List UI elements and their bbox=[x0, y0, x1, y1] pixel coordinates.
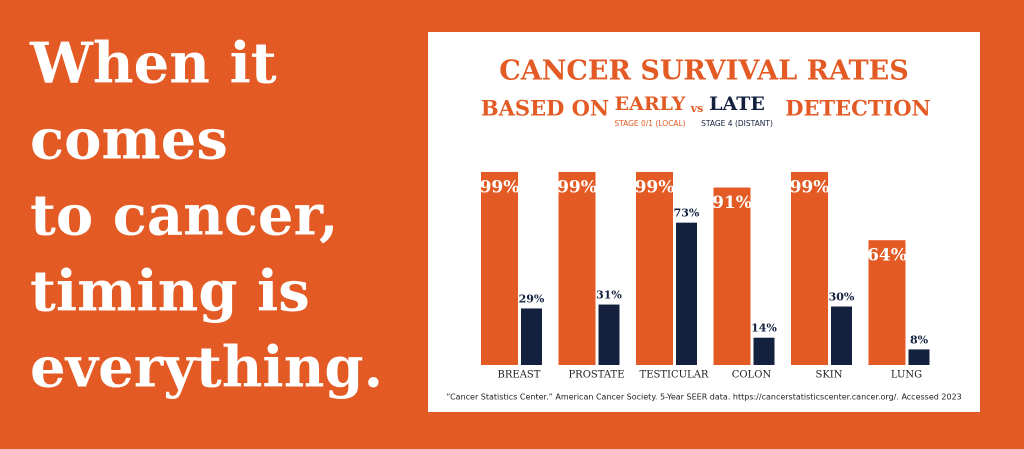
bar bbox=[598, 304, 620, 365]
data-label: 99% bbox=[557, 177, 597, 197]
bar bbox=[521, 308, 542, 365]
chart-title: CANCER SURVIVAL RATES bbox=[499, 56, 908, 87]
x-tick-label: PROSTATE bbox=[568, 370, 624, 381]
bar bbox=[831, 306, 852, 365]
x-tick-label: LUNG bbox=[891, 370, 922, 381]
data-label: 14% bbox=[751, 322, 777, 335]
headline-line: everything. bbox=[30, 335, 383, 401]
headline-line: When it bbox=[29, 31, 277, 97]
subtitle: DETECTION bbox=[785, 96, 931, 121]
bar bbox=[558, 171, 596, 365]
legend-label: EARLY bbox=[615, 93, 686, 115]
data-label: 99% bbox=[790, 177, 830, 197]
data-label: 73% bbox=[674, 207, 700, 220]
subtitle: BASED ON bbox=[481, 96, 609, 121]
headline-line: comes bbox=[30, 107, 228, 173]
headline-line: timing is bbox=[30, 259, 310, 325]
x-tick-label: BREAST bbox=[498, 370, 541, 381]
data-label: 8% bbox=[910, 333, 929, 346]
data-label: 99% bbox=[480, 177, 520, 197]
subtitle-joiner: vs bbox=[690, 102, 704, 115]
x-tick-label: SKIN bbox=[815, 370, 842, 381]
bar bbox=[753, 337, 775, 365]
x-tick-label: TESTICULAR bbox=[640, 370, 709, 381]
headline-line: to cancer, bbox=[30, 183, 338, 249]
data-label: 64% bbox=[867, 246, 907, 266]
legend-label: LATE bbox=[709, 93, 765, 115]
source-note: “Cancer Statistics Center.” American Can… bbox=[446, 393, 962, 402]
legend-sublabel: STAGE 0/1 (LOCAL) bbox=[614, 119, 685, 128]
bar bbox=[868, 240, 906, 365]
bar bbox=[908, 349, 930, 365]
data-label: 29% bbox=[519, 292, 545, 305]
x-tick-label: COLON bbox=[732, 370, 772, 381]
data-label: 91% bbox=[712, 193, 752, 213]
data-label: 31% bbox=[596, 289, 622, 302]
bar bbox=[791, 171, 828, 365]
bar bbox=[713, 187, 751, 365]
legend-sublabel: STAGE 4 (DISTANT) bbox=[701, 119, 773, 128]
data-label: 30% bbox=[829, 291, 855, 304]
data-label: 99% bbox=[635, 177, 675, 197]
bar bbox=[676, 222, 697, 365]
bar bbox=[481, 171, 518, 365]
bar bbox=[636, 171, 673, 365]
